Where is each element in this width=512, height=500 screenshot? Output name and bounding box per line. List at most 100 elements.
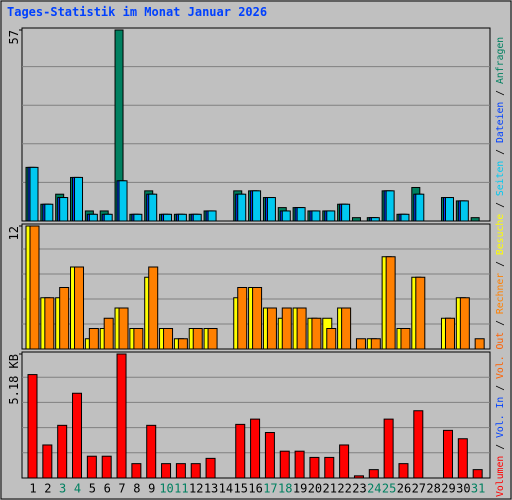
bar [57,424,68,479]
bar [383,418,394,479]
x-tick-label: 23 [352,482,366,496]
bar [88,328,99,350]
legend-entry: Besuche [495,214,506,255]
legend-separator: / [495,84,506,102]
legend-entry: Volumen [495,456,506,497]
legend-entry: Rechner [495,273,506,314]
legend-separator: / [495,196,506,214]
bar [353,475,364,479]
bar [279,450,290,479]
bar [459,200,469,222]
x-tick-label: 4 [74,482,81,496]
bar [415,193,425,222]
legend-entry: Anfragen [495,37,506,84]
bar [368,469,379,479]
bar [44,203,54,222]
bar [88,213,98,222]
bar [118,307,129,350]
legend-separator: / [495,379,506,397]
x-tick-label: 1 [29,482,36,496]
x-tick-label: 25 [382,482,396,496]
bar [29,225,40,350]
bar [355,338,366,350]
legend: Volumen / Vol. In / Vol. Out / Rechner /… [495,37,506,497]
bar [74,176,84,222]
bar [146,424,157,479]
bar [148,266,159,350]
bar [442,429,453,479]
bar [177,338,188,350]
bar [27,374,38,479]
bar [326,210,336,222]
bar [103,213,113,222]
bar [59,197,69,222]
bar [294,450,305,479]
bar [118,180,128,222]
bar [74,266,85,350]
bar [311,317,322,350]
y-tick-label: 12 [7,226,21,240]
x-tick-label: 16 [248,482,262,496]
bar [86,455,97,479]
bar [309,456,320,479]
bar [415,276,426,350]
bar [281,307,292,350]
x-tick-label: 14 [219,482,233,496]
x-tick-label: 21 [323,482,337,496]
bar [385,256,396,350]
x-tick-label: 20 [308,482,322,496]
x-tick-label: 6 [104,482,111,496]
bar [252,287,263,350]
chart-title: Tages-Statistik im Monat Januar 2026 [7,5,267,19]
bar [29,166,39,222]
bar [474,338,485,350]
bar [72,392,83,479]
bar [311,210,321,222]
x-tick-label: 2 [44,482,51,496]
bar [59,287,70,350]
bar [192,213,202,222]
bar [175,463,186,479]
bar [131,463,142,479]
bar [116,353,127,479]
bar [101,455,112,479]
bar [205,457,216,479]
bar [324,456,335,479]
x-tick-label: 9 [148,482,155,496]
bar [192,328,203,350]
x-tick-label: 12 [189,482,203,496]
x-tick-label: 26 [397,482,411,496]
x-tick-label: 29 [441,482,455,496]
bar [472,469,483,479]
legend-separator: / [495,314,506,332]
bar [370,338,381,350]
x-tick-label: 11 [174,482,188,496]
legend-separator: / [495,255,506,273]
x-tick-label: 31 [471,482,485,496]
x-tick-label: 28 [426,482,440,496]
bar [400,213,410,222]
x-tick-label: 10 [159,482,173,496]
bar [103,317,114,350]
y-tick-label: 5.18 KB [7,354,21,405]
bar [235,423,246,479]
bar [42,444,53,479]
legend-separator: / [495,438,506,456]
legend-entry: Vol. Out [495,332,506,379]
x-tick-label: 18 [278,482,292,496]
bar [444,317,455,350]
x-tick-label: 3 [59,482,66,496]
bar [398,463,409,479]
bar [190,463,201,479]
bar [413,410,424,479]
bar [44,297,55,350]
x-tick-label: 22 [337,482,351,496]
bar [341,307,352,350]
bar [266,197,276,222]
bar [161,463,172,479]
bar [351,217,361,222]
x-tick-label: 19 [293,482,307,496]
bar [385,190,395,222]
